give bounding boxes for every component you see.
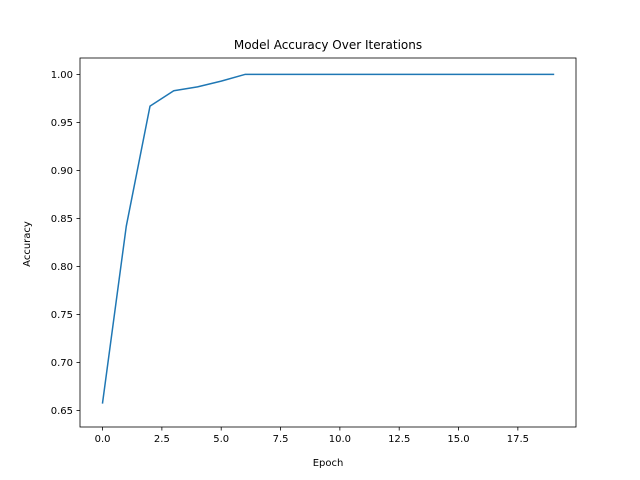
- x-axis-ticks: 0.0 2.5 5.0 7.5 10.0 12.5 15.0 17.5: [95, 427, 529, 445]
- x-tick-label: 12.5: [388, 434, 410, 445]
- y-tick-label: 0.65: [51, 406, 73, 417]
- x-tick-label: 5.0: [213, 434, 229, 445]
- y-axis-ticks: 0.65 0.70 0.75 0.80 0.85 0.90 0.95 1.00: [51, 70, 80, 417]
- x-tick-label: 7.5: [273, 434, 289, 445]
- x-tick-label: 15.0: [447, 434, 469, 445]
- y-tick-label: 0.80: [51, 262, 73, 273]
- y-axis-label: Accuracy: [22, 221, 33, 267]
- series-line: [101, 73, 555, 404]
- y-tick-label: 0.70: [51, 358, 73, 369]
- x-tick-label: 17.5: [507, 434, 529, 445]
- plot-frame: [79, 57, 577, 428]
- x-tick-label: 2.5: [154, 434, 170, 445]
- y-tick-label: 0.85: [51, 214, 73, 225]
- y-tick-label: 1.00: [51, 70, 73, 81]
- y-tick-label: 0.90: [51, 166, 73, 177]
- plot-area: [101, 73, 555, 404]
- x-tick-label: 0.0: [95, 434, 111, 445]
- x-axis-label: Epoch: [313, 458, 344, 469]
- y-tick-label: 0.95: [51, 118, 73, 129]
- x-tick-label: 10.0: [329, 434, 351, 445]
- chart-title: Model Accuracy Over Iterations: [234, 38, 422, 52]
- y-tick-label: 0.75: [51, 310, 73, 321]
